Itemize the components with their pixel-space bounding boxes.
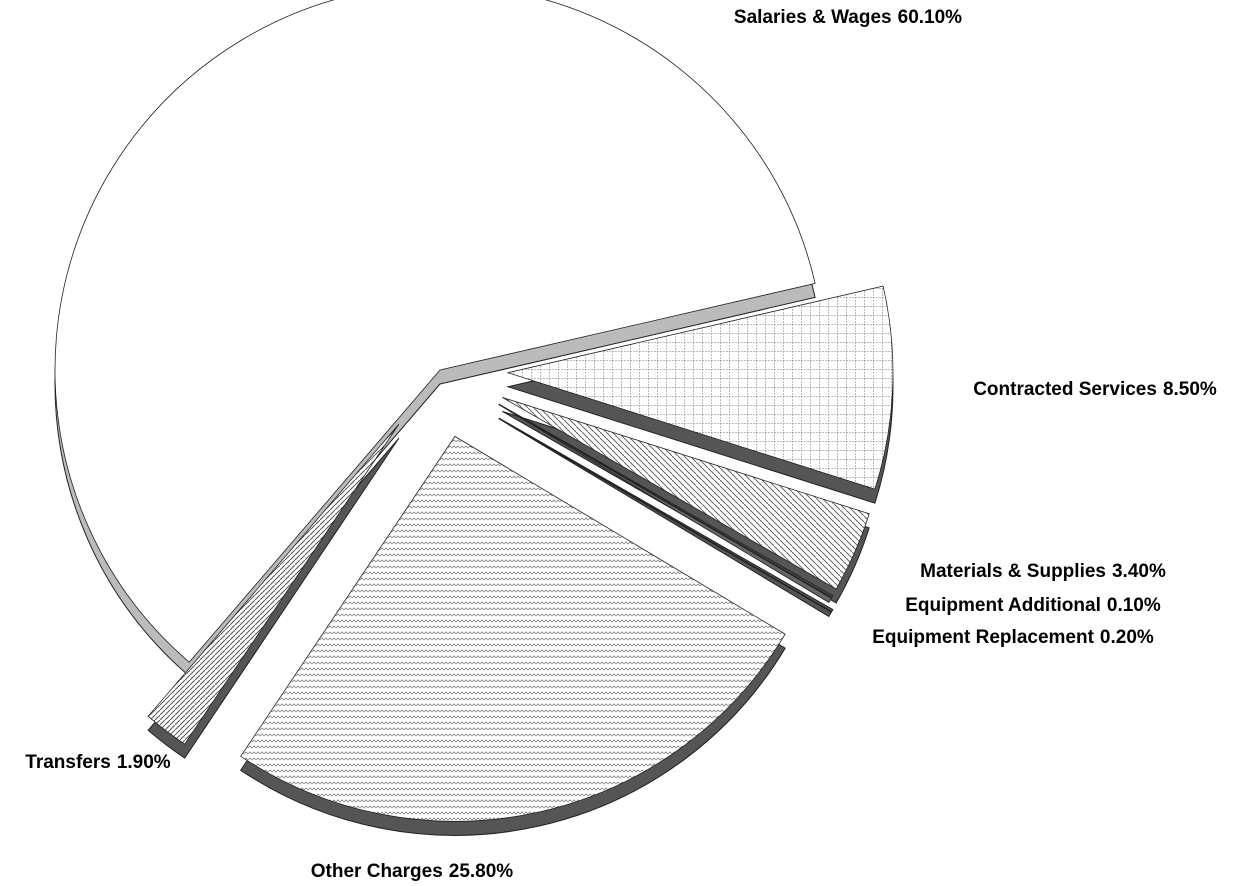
value-label: 0.10% [1107,595,1161,616]
category-name: Materials & Supplies [920,561,1106,582]
slice-label: Other Charges 25.80% [311,861,514,882]
pie-slice [498,403,834,599]
pie-slice [147,423,400,745]
pie-slice [506,285,894,490]
pie-slice [240,435,786,822]
category-name: Equipment Additional [905,595,1101,616]
value-label: 60.10% [898,7,963,28]
pie-slice-side [498,418,832,618]
slice-label: Salaries & Wages 60.10% [734,7,962,28]
value-label: 8.50% [1163,379,1217,400]
category-name: Other Charges [311,861,443,882]
pie-slice [498,404,832,603]
value-label: 3.40% [1112,561,1166,582]
slice-label: Equipment Additional 0.10% [905,595,1161,616]
value-label: 25.80% [449,861,514,882]
slice-label: Transfers 1.90% [25,752,171,773]
category-name: Contracted Services [973,379,1157,400]
pie-slice [54,0,816,663]
pie-tops [54,0,894,822]
slice-label: Contracted Services 8.50% [973,379,1217,400]
category-name: Salaries & Wages [734,7,892,28]
category-name: Transfers [25,752,111,773]
value-label: 0.20% [1100,627,1154,648]
slice-label: Materials & Supplies 3.40% [920,561,1166,582]
pie-slice [502,396,870,590]
labels: Salaries & Wages 60.10% Contracted Service… [25,7,1217,882]
slice-label: Equipment Replacement 0.20% [872,627,1154,648]
pie-slice-side [498,417,834,613]
category-name: Equipment Replacement [872,627,1094,648]
value-label: 1.90% [117,752,171,773]
